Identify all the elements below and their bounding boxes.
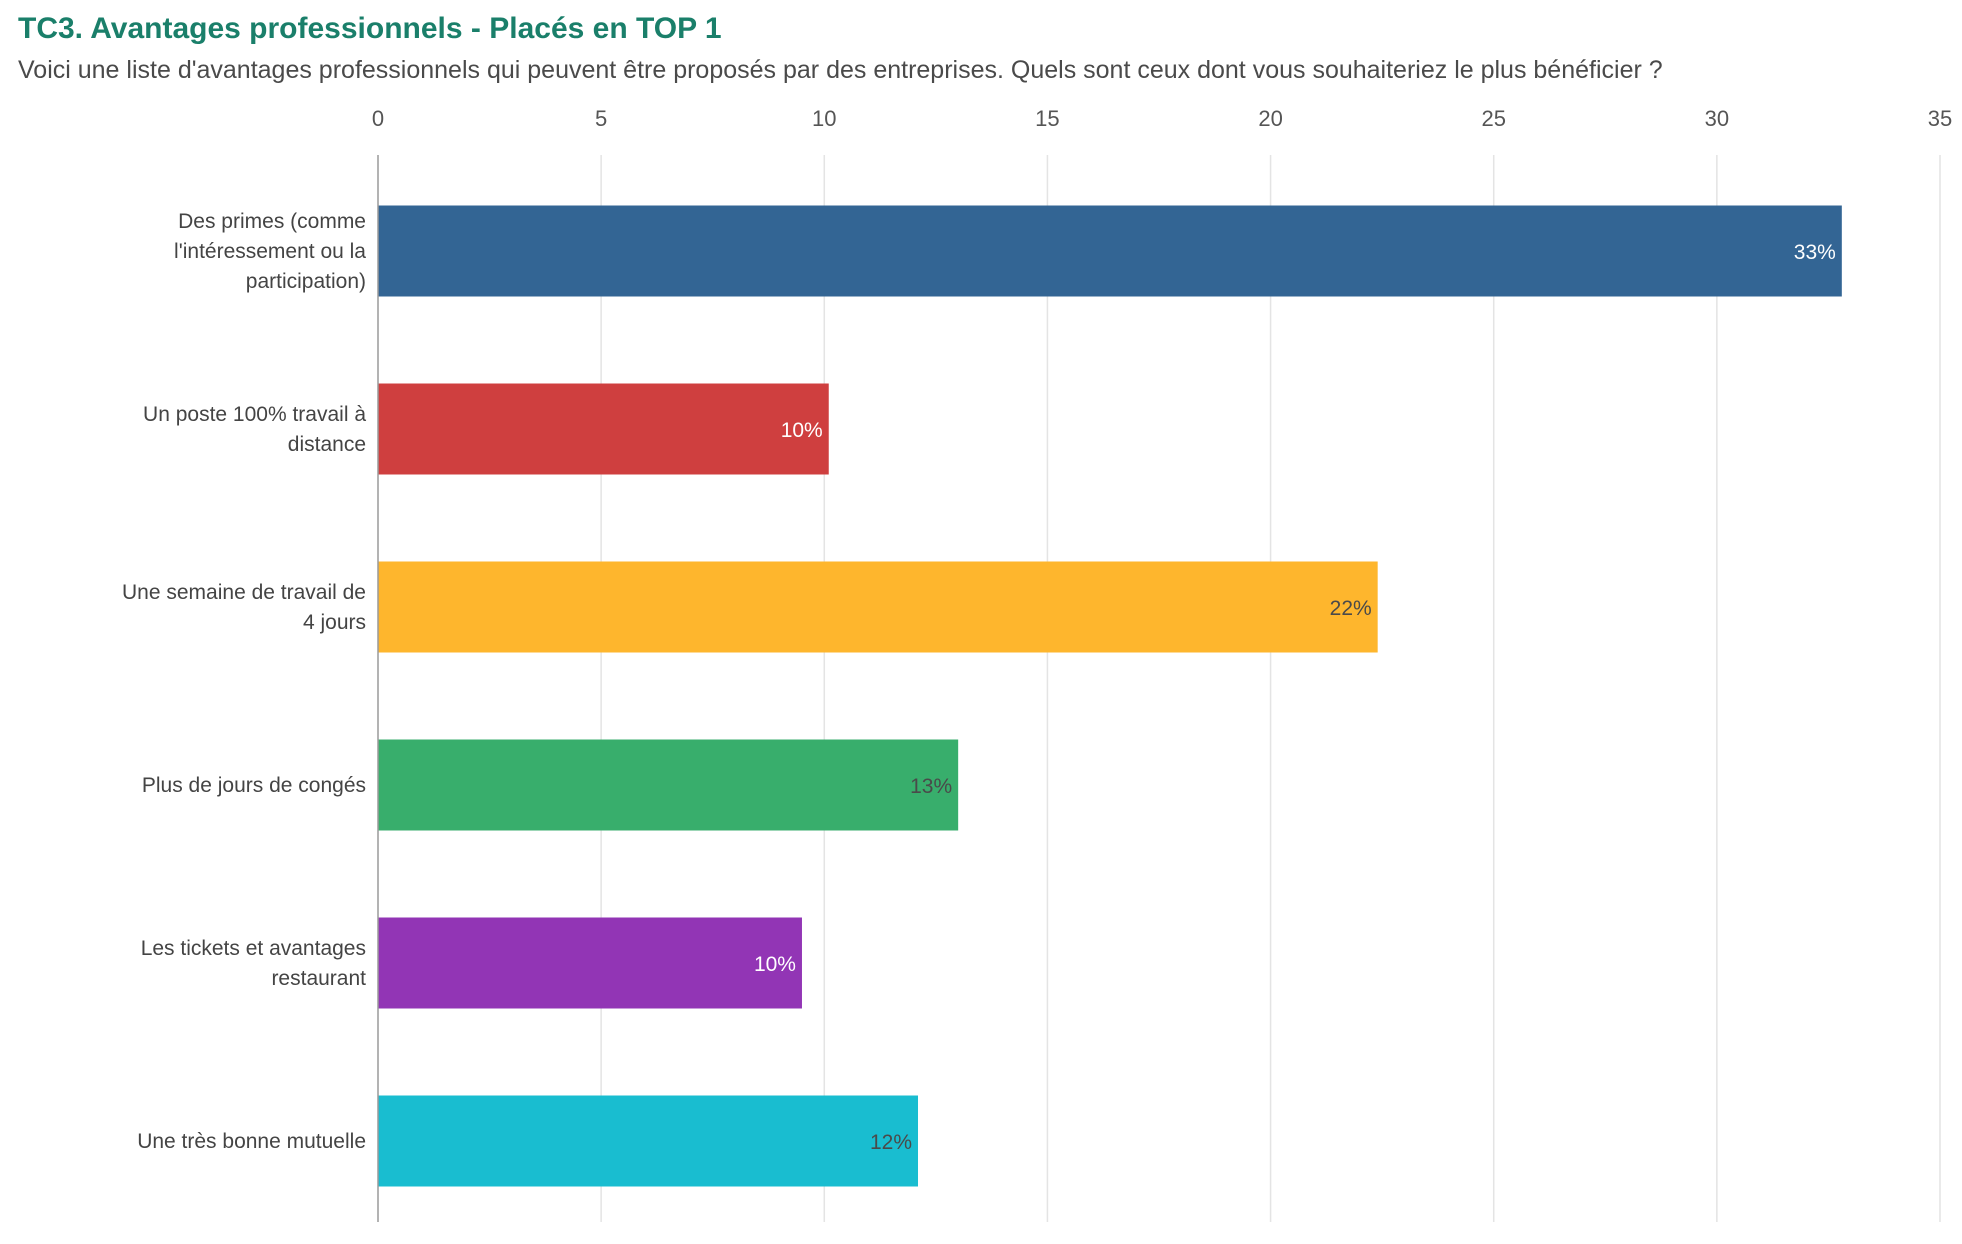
category-label: Une très bonne mutuelle bbox=[137, 1130, 366, 1153]
data-label: 33% bbox=[1794, 241, 1836, 264]
bar bbox=[378, 383, 829, 475]
category-label-line: Un poste 100% travail à bbox=[143, 403, 366, 426]
category-label-line: participation) bbox=[246, 270, 366, 293]
bar bbox=[378, 205, 1842, 297]
category-label-line: Une très bonne mutuelle bbox=[137, 1130, 366, 1153]
data-label: 10% bbox=[754, 953, 796, 976]
category-label-line: Une semaine de travail de bbox=[122, 581, 366, 604]
data-label: 22% bbox=[1330, 597, 1372, 620]
x-tick-label: 0 bbox=[372, 106, 384, 131]
category-label-line: Les tickets et avantages bbox=[141, 937, 366, 960]
category-label-line: restaurant bbox=[271, 967, 366, 990]
bar bbox=[378, 739, 959, 831]
x-tick-label: 35 bbox=[1928, 106, 1952, 131]
data-label: 12% bbox=[870, 1131, 912, 1154]
chart-title: TC3. Avantages professionnels - Placés e… bbox=[18, 12, 722, 45]
data-label: 10% bbox=[781, 419, 823, 442]
category-label: Les tickets et avantages restaurant bbox=[141, 937, 366, 990]
bar bbox=[378, 1095, 919, 1187]
x-tick-label: 25 bbox=[1481, 106, 1505, 131]
category-label: Un poste 100% travail à distance bbox=[143, 403, 366, 456]
category-label: Plus de jours de congés bbox=[142, 774, 366, 797]
category-label-line: distance bbox=[288, 433, 366, 456]
x-tick-label: 10 bbox=[812, 106, 836, 131]
category-label: Des primes (comme l'intéressement ou la pa… bbox=[174, 210, 366, 293]
bar bbox=[378, 561, 1378, 653]
x-tick-label: 30 bbox=[1705, 106, 1729, 131]
chart-subtitle: Voici une liste d'avantages professionne… bbox=[18, 56, 1663, 84]
category-label: Une semaine de travail de 4 jours bbox=[122, 581, 366, 634]
bar bbox=[378, 917, 802, 1009]
x-tick-label: 20 bbox=[1258, 106, 1282, 131]
category-label-line: Plus de jours de congés bbox=[142, 774, 366, 797]
category-label-line: l'intéressement ou la bbox=[174, 240, 366, 263]
x-tick-label: 5 bbox=[595, 106, 607, 131]
category-label-line: 4 jours bbox=[303, 611, 366, 634]
category-label-line: Des primes (comme bbox=[178, 210, 366, 233]
x-tick-label: 15 bbox=[1035, 106, 1059, 131]
data-label: 13% bbox=[910, 775, 952, 798]
